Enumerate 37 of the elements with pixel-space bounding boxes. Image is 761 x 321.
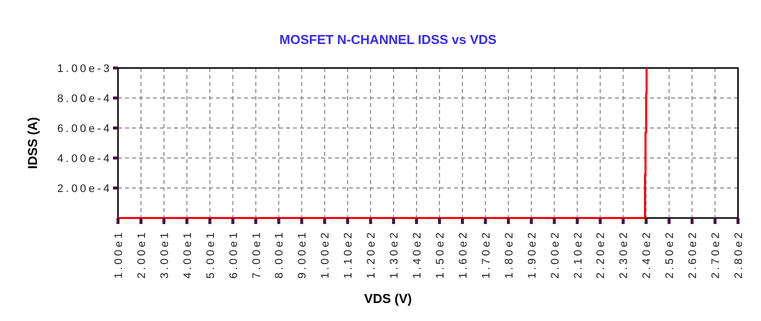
x-tick-label: 1.10e2 [342,230,355,279]
x-tick-label: 1.00e1 [113,230,125,279]
x-tick-label: 1.30e2 [388,230,401,279]
x-tick-label: 2.10e2 [572,230,584,279]
x-tick-label: 7.00e1 [250,230,263,279]
y-tick-label: 6.00e-4 [57,123,112,135]
x-tick-label: 3.00e1 [158,230,171,279]
x-tick-label: 1.90e2 [526,230,538,279]
x-tick-label: 1.40e2 [412,230,424,279]
x-tick-label: 2.00e1 [136,230,148,279]
y-tick-label: 1.00e-3 [57,63,112,75]
line-series [117,67,648,219]
x-tick-label: 2.30e2 [618,230,630,279]
x-axis-title: VDS (V) [364,291,412,306]
x-tick-label: 8.00e1 [274,230,286,279]
y-tick-label: 4.00e-4 [57,153,112,165]
x-tick-label: 9.00e1 [296,230,309,279]
x-tick-label: 1.80e2 [503,230,516,279]
x-tick-label: 5.00e1 [204,230,217,279]
x-tick-label: 2.60e2 [687,230,700,279]
chart-title: MOSFET N-CHANNEL IDSS vs VDS [279,32,497,47]
x-tick-label: 1.20e2 [366,230,378,279]
x-tick-label: 2.40e2 [641,230,654,279]
x-tick-label: 1.50e2 [434,230,446,279]
y-tick-label: 8.00e-4 [57,93,112,105]
x-tick-label: 6.00e1 [228,230,240,279]
x-tick-label: 4.00e1 [182,230,194,279]
x-tick-label: 1.70e2 [480,230,492,279]
x-tick-label: 2.80e2 [733,230,745,279]
x-tick-label: 2.00e2 [549,230,562,279]
x-tick-label: 2.70e2 [710,230,722,279]
x-tick-label: 1.60e2 [457,230,470,279]
x-tick-label: 1.00e2 [320,230,332,279]
x-tick-label: 2.50e2 [664,230,676,279]
x-tick-label: 2.20e2 [595,230,608,279]
y-tick-label: 2.00e-4 [57,183,112,195]
y-axis-title: IDSS (A) [25,117,40,169]
